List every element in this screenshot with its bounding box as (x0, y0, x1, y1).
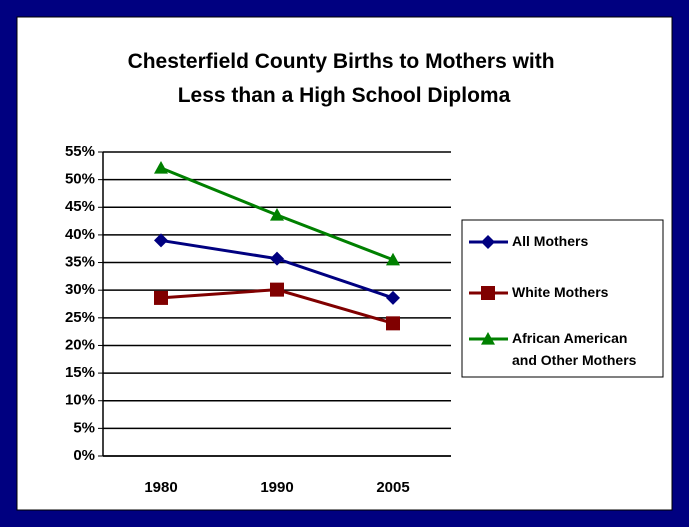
legend-label: African American and Other Mothers (512, 330, 637, 368)
y-tick-label: 0% (73, 447, 95, 464)
y-tick-label: 10% (65, 392, 95, 409)
marker (270, 282, 284, 297)
marker (270, 208, 284, 221)
y-tick-label: 45% (65, 198, 95, 215)
marker (154, 233, 168, 248)
marker (481, 235, 495, 249)
marker (386, 252, 400, 266)
legend-label: White Mothers (512, 284, 609, 300)
y-tick-label: 35% (65, 254, 95, 271)
chart-title: Chesterfield County Births to Mothers wi… (128, 50, 561, 107)
marker (386, 316, 400, 331)
y-tick-label: 5% (73, 419, 95, 436)
y-tick-label: 25% (65, 309, 95, 326)
y-tick-label: 50% (65, 171, 95, 188)
x-tick-label: 2005 (376, 479, 409, 496)
marker (481, 332, 495, 345)
legend (461, 219, 664, 378)
marker (154, 290, 168, 305)
y-tick-label: 40% (65, 226, 95, 243)
y-tick-label: 55% (65, 143, 95, 160)
marker (270, 251, 284, 266)
y-tick-label: 15% (65, 364, 95, 381)
legend-label: All Mothers (512, 233, 588, 249)
y-tick-label: 20% (65, 336, 95, 353)
marker (386, 290, 400, 305)
marker (481, 286, 495, 300)
x-tick-label: 1980 (144, 479, 177, 496)
y-tick-label: 30% (65, 281, 95, 298)
x-tick-label: 1990 (260, 479, 293, 496)
marker (154, 161, 168, 174)
